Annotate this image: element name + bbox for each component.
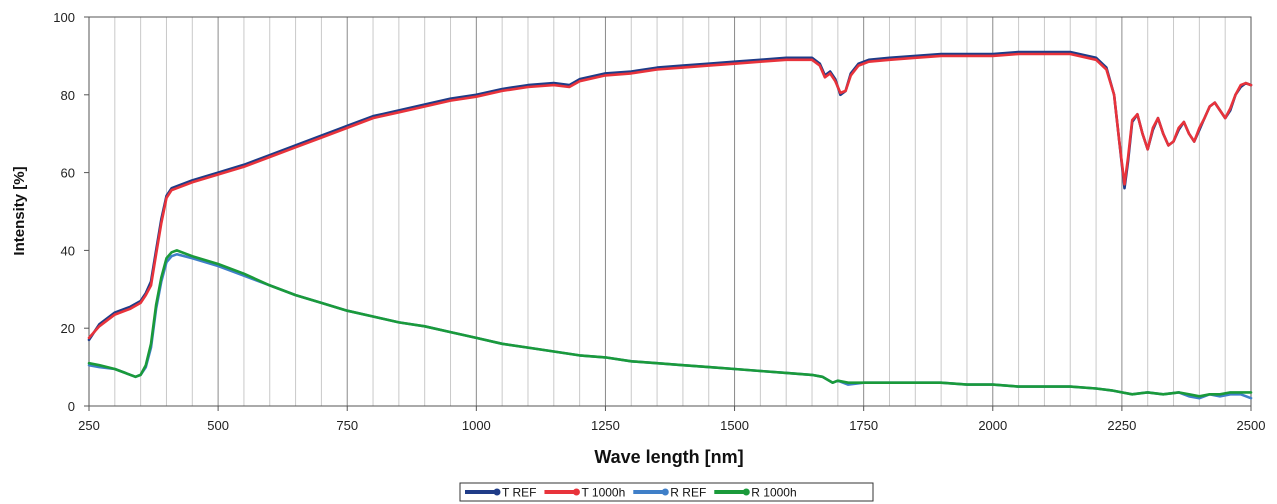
y-tick-label: 0 [68, 399, 75, 414]
legend-marker [493, 488, 501, 496]
x-tick-label: 2250 [1107, 418, 1136, 433]
x-tick-label: 2000 [978, 418, 1007, 433]
y-tick-label: 100 [53, 10, 75, 25]
y-tick-label: 60 [61, 166, 75, 181]
y-tick-label: 40 [61, 243, 75, 258]
legend-label: T 1000h [581, 486, 625, 500]
plot-area-frame [88, 16, 1252, 407]
legend-marker [572, 488, 580, 496]
legend-label: R 1000h [751, 486, 796, 500]
x-tick-label: 500 [207, 418, 229, 433]
y-tick-label: 80 [61, 88, 75, 103]
x-tick-label: 2500 [1237, 418, 1266, 433]
legend-marker [742, 488, 750, 496]
legend: T REF T 1000h R REF R 1000h [459, 482, 874, 502]
legend-marker [661, 488, 669, 496]
x-tick-label: 250 [78, 418, 100, 433]
series-layer [87, 50, 1253, 400]
y-axis-title: Intensity [%] [11, 166, 28, 255]
x-axis-ticks: 250 500 750 1000 1250 1500 1750 2000 2250 2500 [78, 406, 1265, 433]
x-axis-title: Wave length [nm] [594, 447, 743, 467]
y-tick-label: 20 [61, 321, 75, 336]
x-tick-label: 1000 [462, 418, 491, 433]
x-tick-label: 750 [336, 418, 358, 433]
series-line-t-1000h [87, 52, 1253, 340]
legend-label: T REF [502, 486, 536, 500]
x-tick-label: 1500 [720, 418, 749, 433]
series-line-r-1000h [87, 249, 1253, 398]
y-axis-ticks: 0 20 40 60 80 100 [53, 10, 89, 414]
legend-label: R REF [670, 486, 706, 500]
x-tick-label: 1750 [849, 418, 878, 433]
vertical-gridlines [114, 17, 1226, 406]
x-tick-label: 1250 [591, 418, 620, 433]
